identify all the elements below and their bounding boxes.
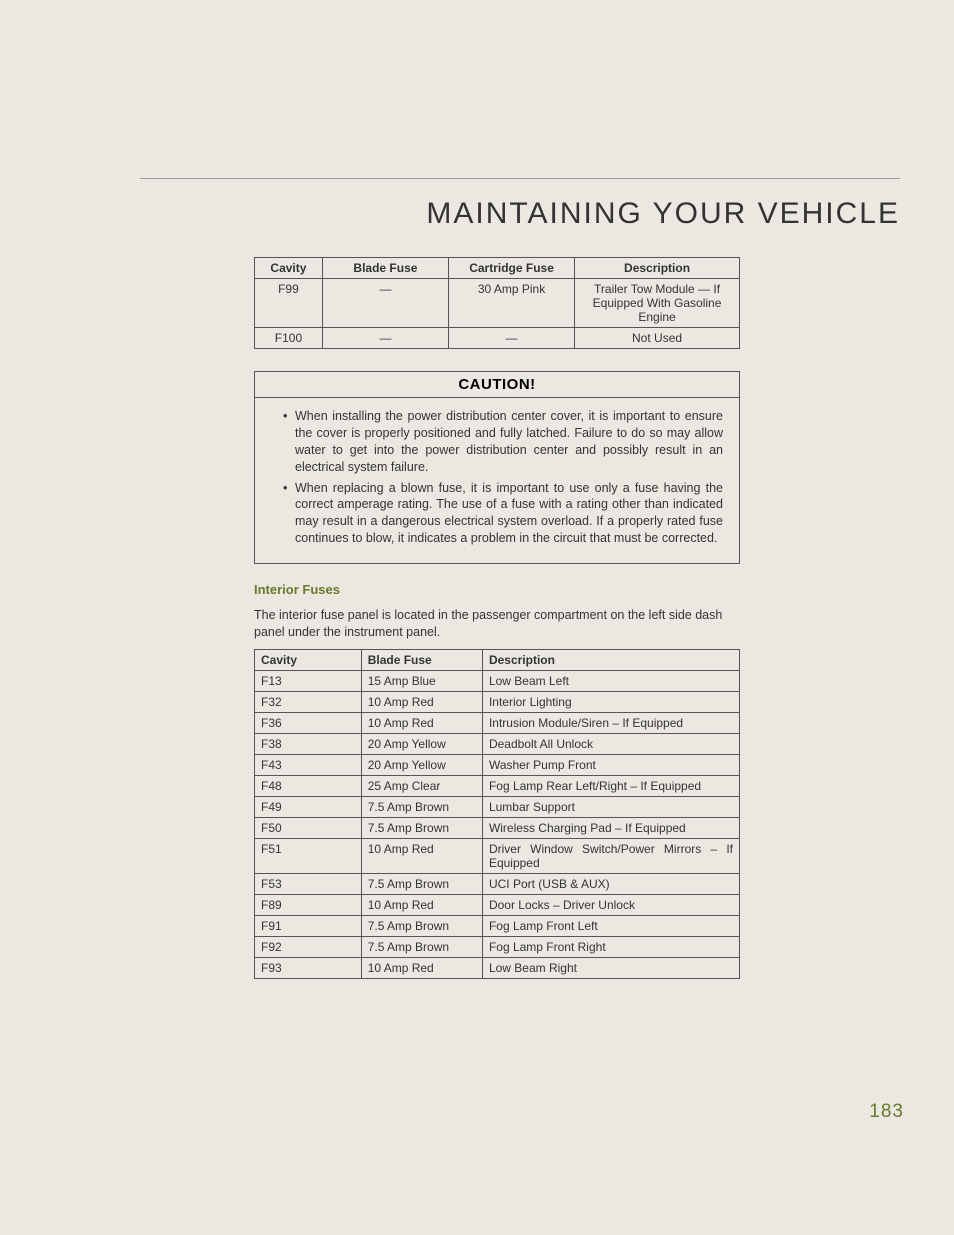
cell-desc: Fog Lamp Front Right: [482, 936, 739, 957]
cell-cavity: F91: [255, 915, 362, 936]
table-row: F537.5 Amp BrownUCI Port (USB & AUX): [255, 873, 740, 894]
col-cavity: Cavity: [255, 258, 323, 279]
content-area: Cavity Blade Fuse Cartridge Fuse Descrip…: [254, 257, 740, 979]
table-row: F99—30 Amp PinkTrailer Tow Module — If E…: [255, 279, 740, 328]
cell-cavity: F48: [255, 775, 362, 796]
table-row: F927.5 Amp BrownFog Lamp Front Right: [255, 936, 740, 957]
page-container: MAINTAINING YOUR VEHICLE Cavity Blade Fu…: [140, 178, 900, 979]
caution-box: CAUTION! When installing the power distr…: [254, 371, 740, 564]
cell-blade: —: [322, 279, 448, 328]
cell-desc: Intrusion Module/Siren – If Equipped: [482, 712, 739, 733]
cell-desc: Interior Lighting: [482, 691, 739, 712]
table-row: F100——Not Used: [255, 328, 740, 349]
cell-desc: Trailer Tow Module — If Equipped With Ga…: [575, 279, 740, 328]
cell-blade: 7.5 Amp Brown: [361, 936, 482, 957]
table-row: F3210 Amp RedInterior Lighting: [255, 691, 740, 712]
cell-blade: 7.5 Amp Brown: [361, 796, 482, 817]
table-row: F5110 Amp RedDriver Window Switch/Power …: [255, 838, 740, 873]
caution-body: When installing the power distribution c…: [255, 398, 739, 563]
fuse-table-1: Cavity Blade Fuse Cartridge Fuse Descrip…: [254, 257, 740, 349]
cell-cavity: F100: [255, 328, 323, 349]
fuse-table-2: Cavity Blade Fuse Description F1315 Amp …: [254, 649, 740, 979]
table-header-row: Cavity Blade Fuse Cartridge Fuse Descrip…: [255, 258, 740, 279]
cell-blade: 10 Amp Red: [361, 957, 482, 978]
cell-blade: 7.5 Amp Brown: [361, 873, 482, 894]
cell-blade: —: [322, 328, 448, 349]
cell-cavity: F99: [255, 279, 323, 328]
cell-blade: 10 Amp Red: [361, 691, 482, 712]
col-blade: Blade Fuse: [361, 649, 482, 670]
cell-desc: Low Beam Left: [482, 670, 739, 691]
col-blade: Blade Fuse: [322, 258, 448, 279]
col-description: Description: [482, 649, 739, 670]
cell-blade: 10 Amp Red: [361, 712, 482, 733]
cell-cavity: F51: [255, 838, 362, 873]
col-cartridge: Cartridge Fuse: [448, 258, 574, 279]
cell-blade: 7.5 Amp Brown: [361, 817, 482, 838]
cell-blade: 25 Amp Clear: [361, 775, 482, 796]
cell-cavity: F93: [255, 957, 362, 978]
table-row: F1315 Amp BlueLow Beam Left: [255, 670, 740, 691]
col-description: Description: [575, 258, 740, 279]
cell-cavity: F36: [255, 712, 362, 733]
cell-desc: Fog Lamp Rear Left/Right – If Equipped: [482, 775, 739, 796]
table-row: F497.5 Amp BrownLumbar Support: [255, 796, 740, 817]
cell-desc: Door Locks – Driver Unlock: [482, 894, 739, 915]
cell-cavity: F43: [255, 754, 362, 775]
cell-desc: Low Beam Right: [482, 957, 739, 978]
cell-cavity: F89: [255, 894, 362, 915]
cell-cavity: F38: [255, 733, 362, 754]
cell-blade: 15 Amp Blue: [361, 670, 482, 691]
table-row: F4825 Amp ClearFog Lamp Rear Left/Right …: [255, 775, 740, 796]
page-number: 183: [869, 1101, 904, 1123]
cell-blade: 10 Amp Red: [361, 894, 482, 915]
cell-cartridge: 30 Amp Pink: [448, 279, 574, 328]
interior-intro-text: The interior fuse panel is located in th…: [254, 607, 740, 641]
cell-desc: Lumbar Support: [482, 796, 739, 817]
caution-list: When installing the power distribution c…: [271, 408, 723, 547]
caution-title: CAUTION!: [255, 372, 739, 398]
table-row: F917.5 Amp BrownFog Lamp Front Left: [255, 915, 740, 936]
interior-fuses-heading: Interior Fuses: [254, 582, 740, 597]
table-header-row: Cavity Blade Fuse Description: [255, 649, 740, 670]
cell-desc: Wireless Charging Pad – If Equipped: [482, 817, 739, 838]
table-row: F8910 Amp RedDoor Locks – Driver Unlock: [255, 894, 740, 915]
cell-desc: Driver Window Switch/Power Mirrors – If …: [482, 838, 739, 873]
table-row: F9310 Amp RedLow Beam Right: [255, 957, 740, 978]
cell-desc: Washer Pump Front: [482, 754, 739, 775]
cell-desc: Deadbolt All Unlock: [482, 733, 739, 754]
page-title: MAINTAINING YOUR VEHICLE: [140, 179, 900, 257]
table-row: F507.5 Amp BrownWireless Charging Pad – …: [255, 817, 740, 838]
table-row: F4320 Amp YellowWasher Pump Front: [255, 754, 740, 775]
cell-cavity: F53: [255, 873, 362, 894]
cell-cartridge: —: [448, 328, 574, 349]
cell-blade: 20 Amp Yellow: [361, 733, 482, 754]
cell-cavity: F49: [255, 796, 362, 817]
cell-blade: 10 Amp Red: [361, 838, 482, 873]
caution-item: When installing the power distribution c…: [283, 408, 723, 476]
cell-desc: Not Used: [575, 328, 740, 349]
table-row: F3820 Amp YellowDeadbolt All Unlock: [255, 733, 740, 754]
cell-cavity: F50: [255, 817, 362, 838]
cell-blade: 20 Amp Yellow: [361, 754, 482, 775]
cell-desc: UCI Port (USB & AUX): [482, 873, 739, 894]
cell-blade: 7.5 Amp Brown: [361, 915, 482, 936]
caution-item: When replacing a blown fuse, it is impor…: [283, 480, 723, 548]
cell-cavity: F92: [255, 936, 362, 957]
cell-cavity: F32: [255, 691, 362, 712]
table-row: F3610 Amp RedIntrusion Module/Siren – If…: [255, 712, 740, 733]
cell-cavity: F13: [255, 670, 362, 691]
col-cavity: Cavity: [255, 649, 362, 670]
cell-desc: Fog Lamp Front Left: [482, 915, 739, 936]
